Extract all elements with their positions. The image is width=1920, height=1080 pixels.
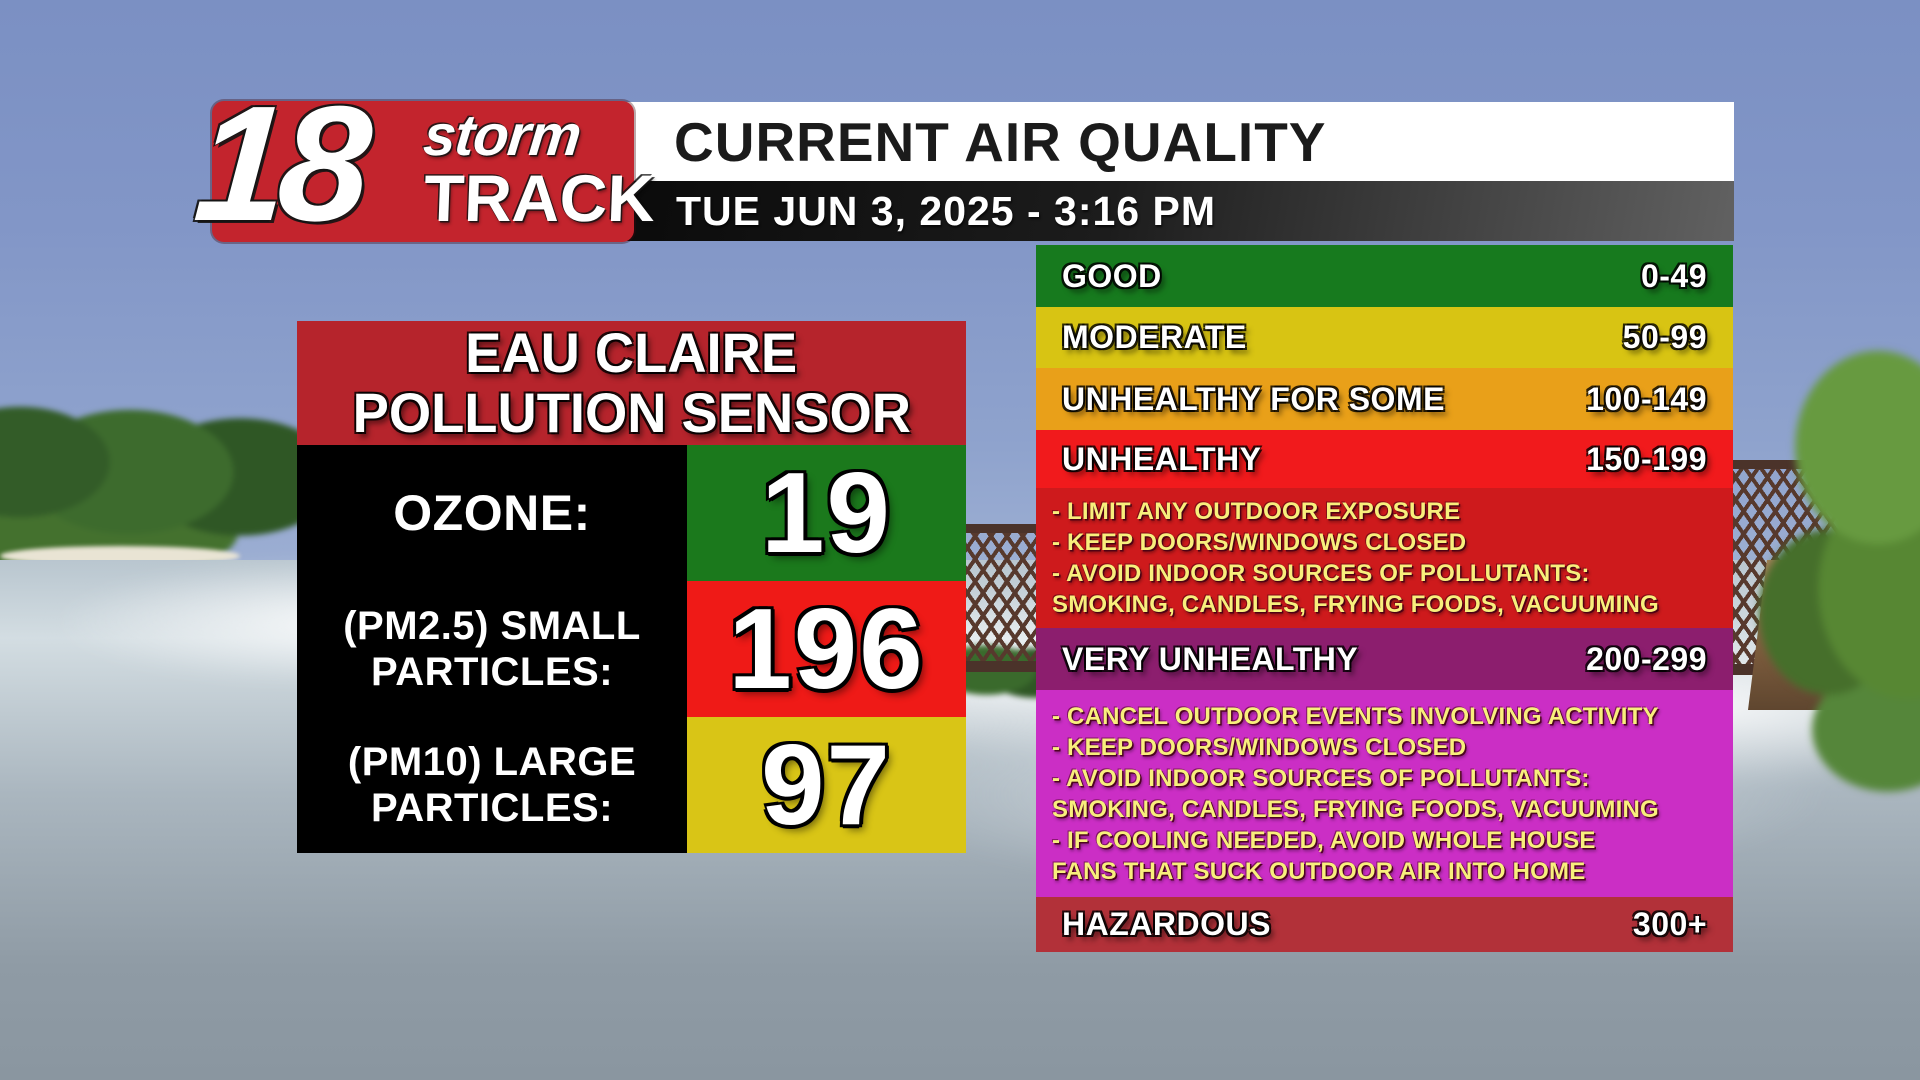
header-title-band: CURRENT AIR QUALITY xyxy=(600,102,1734,181)
aqi-advice-line: - KEEP DOORS/WINDOWS CLOSED xyxy=(1052,733,1467,761)
aqi-level-row: UNHEALTHY 150-199 xyxy=(1036,430,1733,488)
aqi-advice-line: - KEEP DOORS/WINDOWS CLOSED xyxy=(1052,529,1467,556)
aqi-level-label: VERY UNHEALTHY xyxy=(1062,640,1359,677)
pollutant-value: 19 xyxy=(761,449,892,577)
aqi-advice-line: - CANCEL OUTDOOR EVENTS INVOLVING ACTIVI… xyxy=(1052,702,1659,730)
pollutant-label-line: OZONE: xyxy=(393,485,591,541)
pollutant-label-line: (PM2.5) SMALL xyxy=(343,604,641,648)
aqi-advice-line: - AVOID INDOOR SOURCES OF POLLUTANTS: xyxy=(1052,560,1590,587)
aqi-advice-line: SMOKING, CANDLES, FRYING FOODS, VACUUMIN… xyxy=(1052,591,1659,618)
aqi-level-row: MODERATE 50-99 xyxy=(1036,307,1733,368)
sensor-title-line1: EAU CLAIRE xyxy=(465,321,798,384)
logo-word-storm: storm xyxy=(420,103,584,168)
pollutant-value: 196 xyxy=(728,585,925,713)
sensor-row: (PM10) LARGE PARTICLES: 97 xyxy=(297,717,966,853)
pollutant-label-line: PARTICLES: xyxy=(370,786,614,830)
logo-wordmark: storm TRACK xyxy=(420,103,657,235)
pollutant-label: OZONE: xyxy=(297,445,687,581)
left-treeline xyxy=(0,382,320,572)
aqi-level-range: 300+ xyxy=(1632,906,1707,942)
aqi-level-label: UNHEALTHY FOR SOME xyxy=(1062,380,1445,417)
aqi-advice-line: - LIMIT ANY OUTDOOR EXPOSURE xyxy=(1052,498,1461,525)
sensor-row: OZONE: 19 xyxy=(297,445,966,581)
aqi-advice-line: - AVOID INDOOR SOURCES OF POLLUTANTS: xyxy=(1052,764,1590,792)
aqi-advice-box: - LIMIT ANY OUTDOOR EXPOSURE - KEEP DOORS… xyxy=(1036,488,1733,628)
pollutant-value-box: 19 xyxy=(687,445,966,581)
sensor-row: (PM2.5) SMALL PARTICLES: 196 xyxy=(297,581,966,717)
aqi-level-row: GOOD 0-49 xyxy=(1036,245,1733,307)
sensor-title: EAU CLAIRE POLLUTION SENSOR xyxy=(297,321,966,445)
aqi-scale-panel: GOOD 0-49 MODERATE 50-99 UNHEALTHY FOR SOME 1… xyxy=(1036,245,1733,952)
aqi-advice-box: - CANCEL OUTDOOR EVENTS INVOLVING ACTIVI… xyxy=(1036,690,1733,897)
aqi-level-row: VERY UNHEALTHY 200-299 xyxy=(1036,628,1733,690)
page-title: CURRENT AIR QUALITY xyxy=(674,110,1327,173)
pollutant-label-line: (PM10) LARGE xyxy=(347,740,637,784)
logo-word-track: TRACK xyxy=(422,161,657,235)
aqi-level-range: 0-49 xyxy=(1640,257,1707,294)
pollutant-label-line: PARTICLES: xyxy=(370,650,614,694)
aqi-level-label: GOOD xyxy=(1062,257,1162,294)
aqi-level-range: 200-299 xyxy=(1586,640,1707,677)
aqi-advice-line: SMOKING, CANDLES, FRYING FOODS, VACUUMIN… xyxy=(1052,795,1659,823)
aqi-level-range: 100-149 xyxy=(1586,380,1707,417)
pollutant-label: (PM2.5) SMALL PARTICLES: xyxy=(297,581,687,717)
aqi-level-range: 50-99 xyxy=(1622,319,1707,355)
logo-channel-number: 18 xyxy=(189,72,369,255)
pollutant-value: 97 xyxy=(761,721,892,849)
aqi-level-row: HAZARDOUS 300+ xyxy=(1036,897,1733,952)
pollutant-value-box: 196 xyxy=(687,581,966,717)
aqi-advice-line: FANS THAT SUCK OUTDOOR AIR INTO HOME xyxy=(1052,857,1586,885)
aqi-level-label: MODERATE xyxy=(1062,319,1247,355)
datetime-text: TUE JUN 3, 2025 - 3:16 PM xyxy=(676,187,1216,234)
aqi-level-range: 150-199 xyxy=(1586,440,1707,477)
sensor-rows: OZONE: 19 (PM2.5) SMALL PARTICLES: 196 (PM10)… xyxy=(297,445,966,853)
datetime-bar: TUE JUN 3, 2025 - 3:16 PM xyxy=(600,181,1734,241)
aqi-level-row: UNHEALTHY FOR SOME 100-149 xyxy=(1036,368,1733,430)
aqi-advice-line: - IF COOLING NEEDED, AVOID WHOLE HOUSE xyxy=(1052,826,1596,854)
pollutant-label: (PM10) LARGE PARTICLES: xyxy=(297,717,687,853)
pollution-sensor-panel: EAU CLAIRE POLLUTION SENSOR OZONE: 19 (PM2… xyxy=(297,321,966,853)
right-tree xyxy=(1738,330,1920,800)
pollutant-value-box: 97 xyxy=(687,717,966,853)
aqi-level-label: UNHEALTHY xyxy=(1062,440,1262,477)
aqi-level-label: HAZARDOUS xyxy=(1062,906,1271,942)
sensor-title-line2: POLLUTION SENSOR xyxy=(352,381,911,444)
storm-track-logo: 18 storm TRACK xyxy=(190,72,657,255)
